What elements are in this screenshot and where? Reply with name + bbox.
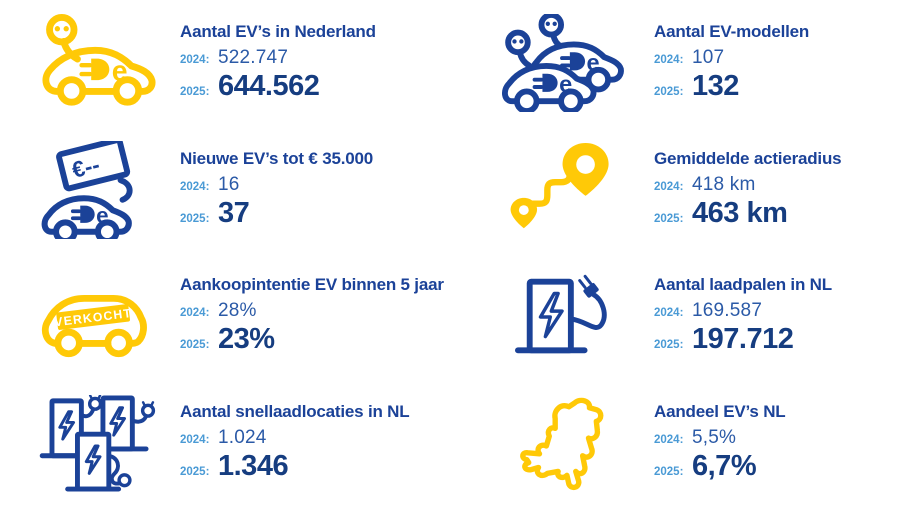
stat-text: Aantal EV’s in Nederland 2024: 522.747 20… bbox=[180, 22, 376, 103]
fast-charger-icon bbox=[34, 393, 166, 495]
value-2024: 522.747 bbox=[218, 46, 289, 68]
year-2025-label: 2025: bbox=[180, 212, 210, 225]
value-2025: 644.562 bbox=[218, 69, 320, 102]
charging-station-graphic bbox=[515, 274, 607, 354]
plug-e-letter: e bbox=[112, 56, 128, 88]
sold-car-graphic: VERKOCHT bbox=[41, 294, 147, 358]
value-2024: 169.587 bbox=[692, 300, 763, 322]
netherlands-map-graphic bbox=[520, 397, 604, 490]
stat-card-ev-share: Aandeel EV’s NL 2024: 5,5% 2025: 6,7% bbox=[450, 380, 900, 507]
value-2024: 28% bbox=[218, 300, 257, 322]
year-2024-label: 2024: bbox=[654, 53, 684, 66]
year-2024-label: 2024: bbox=[654, 434, 684, 447]
stat-title: Gemiddelde actieradius bbox=[654, 148, 842, 168]
stat-text: Aantal laadpalen in NL 2024: 169.587 2025… bbox=[654, 275, 832, 356]
value-2024: 16 bbox=[218, 173, 240, 195]
stat-card-fast-charging: Aantal snellaadlocaties in NL 2024: 1.024… bbox=[0, 380, 450, 507]
year-2025-label: 2025: bbox=[654, 85, 684, 98]
year-2024-label: 2024: bbox=[654, 307, 684, 320]
year-2025-label: 2025: bbox=[654, 466, 684, 479]
stat-title: Nieuwe EV’s tot € 35.000 bbox=[180, 148, 373, 168]
plug-e-letter: e bbox=[559, 71, 572, 97]
stat-title: Aantal snellaadlocaties in NL bbox=[180, 402, 410, 422]
year-2024-label: 2024: bbox=[180, 434, 210, 447]
value-2024: 418 km bbox=[692, 173, 756, 195]
stat-title: Aankoopintentie EV binnen 5 jaar bbox=[180, 275, 444, 295]
stat-text: Aandeel EV’s NL 2024: 5,5% 2025: 6,7% bbox=[654, 402, 786, 483]
sold-car-icon: VERKOCHT bbox=[34, 266, 166, 368]
stat-text: Aankoopintentie EV binnen 5 jaar 2024: 28… bbox=[180, 275, 444, 356]
value-2025: 6,7% bbox=[692, 450, 757, 483]
plug-e-letter: e bbox=[96, 203, 108, 228]
value-2024: 107 bbox=[692, 46, 725, 68]
charging-station-icon bbox=[498, 266, 630, 368]
year-2025-label: 2025: bbox=[654, 339, 684, 352]
stat-title: Aantal EV’s in Nederland bbox=[180, 21, 376, 41]
netherlands-map-icon bbox=[498, 393, 630, 495]
ev-car-graphic: e bbox=[42, 14, 156, 107]
year-2025-label: 2025: bbox=[180, 339, 210, 352]
value-2024: 5,5% bbox=[692, 427, 737, 449]
value-2025: 197.712 bbox=[692, 323, 794, 356]
route-icon bbox=[498, 139, 630, 241]
stat-card-ev-models: e e Aantal EV bbox=[450, 0, 900, 127]
value-2024: 1.024 bbox=[218, 427, 267, 449]
stat-card-charging-points: Aantal laadpalen in NL 2024: 169.587 2025… bbox=[450, 254, 900, 381]
stat-text: Aantal snellaadlocaties in NL 2024: 1.024… bbox=[180, 402, 410, 483]
stat-card-purchase-intent: VERKOCHT Aankoopintentie EV binnen 5 jaa… bbox=[0, 254, 450, 381]
plug-e-letter: e bbox=[587, 50, 600, 76]
year-2025-label: 2025: bbox=[180, 85, 210, 98]
price-tag-car-graphic: e €-- bbox=[41, 141, 133, 240]
ev-models-icon: e e bbox=[498, 12, 630, 114]
ev-car-icon: e bbox=[34, 12, 166, 114]
stat-title: Aantal laadpalen in NL bbox=[654, 275, 832, 295]
stat-title: Aantal EV-modellen bbox=[654, 21, 810, 41]
fast-charger-graphic bbox=[39, 394, 156, 492]
stat-title: Aandeel EV’s NL bbox=[654, 402, 786, 422]
value-2025: 132 bbox=[692, 69, 739, 102]
price-tag-car-icon: e €-- bbox=[34, 139, 166, 241]
stat-card-range: Gemiddelde actieradius 2024: 418 km 2025:… bbox=[450, 127, 900, 254]
stat-text: Aantal EV-modellen 2024: 107 2025: 132 bbox=[654, 22, 809, 103]
stat-text: Gemiddelde actieradius 2024: 418 km 2025:… bbox=[654, 148, 842, 230]
value-2025: 23% bbox=[218, 323, 275, 356]
year-2024-label: 2024: bbox=[180, 180, 210, 193]
year-2025-label: 2025: bbox=[654, 212, 684, 225]
stat-card-cheap-evs: e €-- Nieuwe EV’s tot € 35.000 2024: 16 2… bbox=[0, 127, 450, 254]
route-graphic bbox=[510, 143, 609, 229]
value-2025: 463 km bbox=[692, 196, 788, 229]
year-2024-label: 2024: bbox=[180, 307, 210, 320]
year-2024-label: 2024: bbox=[180, 53, 210, 66]
stat-card-ev-total: e Aantal EV’s in Nederland 2024: 522.747 … bbox=[0, 0, 450, 127]
stat-text: Nieuwe EV’s tot € 35.000 2024: 16 2025: 37 bbox=[180, 149, 373, 230]
value-2025: 1.346 bbox=[218, 450, 289, 483]
value-2025: 37 bbox=[218, 196, 250, 229]
year-2024-label: 2024: bbox=[654, 180, 684, 193]
ev-models-graphic: e e bbox=[502, 14, 624, 113]
year-2025-label: 2025: bbox=[180, 466, 210, 479]
